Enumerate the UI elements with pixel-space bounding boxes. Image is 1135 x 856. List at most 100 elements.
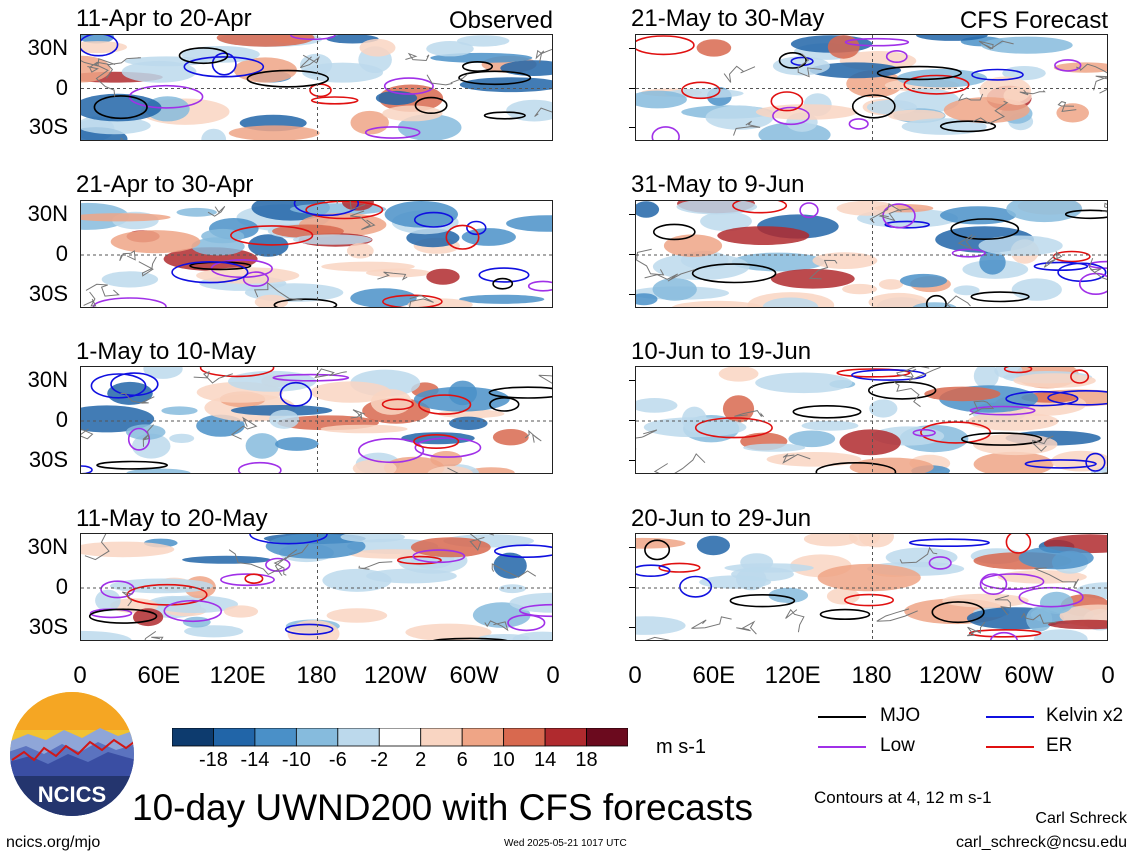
anomaly-shading (924, 386, 1001, 402)
anomaly-shading (405, 623, 492, 640)
y-tick (629, 420, 635, 421)
coastline (409, 294, 434, 307)
contour-line (694, 417, 773, 439)
anomaly-shading (265, 534, 366, 559)
anomaly-shading (81, 55, 111, 83)
contour-line (1024, 459, 1097, 469)
panel-title: 31-May to 9-Jun (631, 171, 805, 198)
coastline (484, 620, 509, 632)
contour-line (908, 538, 990, 547)
anomaly-shading (254, 294, 289, 307)
lon-tick-label: 0 (73, 662, 87, 689)
contour-line (961, 432, 1043, 446)
anomaly-shading (1039, 591, 1074, 614)
contour-line (412, 549, 466, 564)
lat-tick-label: 30N (27, 201, 68, 227)
colorbar-tick-label: -14 (240, 749, 270, 771)
anomaly-shading (506, 215, 552, 232)
anomaly-shading (506, 99, 552, 122)
anomaly-shading (182, 555, 271, 564)
contour-line (211, 52, 237, 76)
panel-title: 11-Apr to 20-Apr (76, 5, 252, 32)
contour-line (413, 434, 460, 450)
coastline (253, 281, 303, 301)
map-field (636, 201, 1107, 307)
coastline (736, 620, 757, 635)
coastline (782, 453, 811, 464)
contour-line (478, 267, 530, 283)
coastline (1020, 612, 1057, 624)
lon-tick-label: 0 (1101, 662, 1115, 689)
colorbar-tick-label: -2 (370, 749, 389, 771)
lat-tick-label: 30S (28, 114, 68, 140)
anomaly-shading (1006, 201, 1083, 223)
anomaly-shading (110, 230, 201, 254)
coastline (274, 549, 298, 577)
coastline (138, 256, 157, 277)
contour-line (652, 223, 696, 241)
contour-line (658, 562, 701, 573)
anomaly-shading (868, 292, 929, 307)
contour-line (989, 631, 1019, 640)
anomaly-shading (350, 110, 389, 135)
coastline (314, 368, 347, 379)
panel-tag: CFS Forecast (959, 7, 1108, 34)
coastline (87, 61, 111, 73)
anomaly-shading (413, 386, 510, 412)
anomaly-shading (176, 207, 217, 217)
anomaly-shading (81, 213, 171, 222)
anomaly-shading (321, 261, 415, 272)
contour-line (527, 280, 552, 292)
contour-line (1064, 209, 1107, 220)
anomaly-shading (1048, 619, 1107, 630)
coastline (645, 636, 670, 640)
contour-line (382, 294, 443, 307)
contour-line (848, 118, 869, 130)
contour-line (681, 81, 721, 100)
anomaly-shading (636, 537, 686, 549)
colorbar-cell (295, 728, 339, 747)
site-url[interactable]: ncics.org/mjo (6, 834, 101, 851)
coastline (1076, 63, 1107, 74)
anomaly-shading (346, 243, 374, 259)
contour-line (199, 367, 275, 378)
contour-line (851, 369, 927, 381)
contour-line (488, 386, 552, 399)
y-tick (629, 214, 635, 216)
coastline (122, 591, 133, 607)
panel-title: 10-Jun to 19-Jun (631, 338, 812, 365)
contour-line (358, 437, 425, 464)
anomaly-shading (755, 372, 853, 394)
anomaly-shading (636, 201, 660, 218)
contour-line (461, 60, 493, 72)
contour-line (819, 608, 871, 620)
anomaly-shading (696, 39, 732, 57)
lat-tick-label: 30N (27, 534, 68, 560)
anomaly-shading (81, 630, 132, 640)
legend-kelvin-swatch (986, 716, 1034, 718)
coastline (994, 595, 1011, 616)
anomaly-shading (201, 128, 227, 140)
coastline (336, 201, 366, 211)
lat-tick-label: 0 (55, 74, 68, 100)
lat-tick-label: 30S (28, 613, 68, 639)
map-panel (80, 533, 553, 641)
anomaly-shading (943, 97, 1030, 124)
map-panel (80, 366, 553, 474)
contour-line (970, 291, 1030, 303)
coastline (899, 546, 938, 564)
anomaly-shading (1011, 278, 1062, 301)
contour-line (950, 218, 1020, 241)
contour-line (483, 111, 526, 120)
map-field (636, 534, 1107, 640)
anomaly-shading (407, 298, 473, 307)
contour-line (951, 248, 986, 258)
coastline (469, 534, 495, 551)
coastline (84, 534, 110, 561)
panel-title: 20-Jun to 29-Jun (631, 505, 812, 532)
colorbar-cell (586, 728, 628, 747)
anomaly-shading (350, 288, 417, 307)
anomaly-shading (223, 605, 259, 618)
anomaly-shading (302, 62, 383, 83)
contour-line (279, 381, 313, 407)
